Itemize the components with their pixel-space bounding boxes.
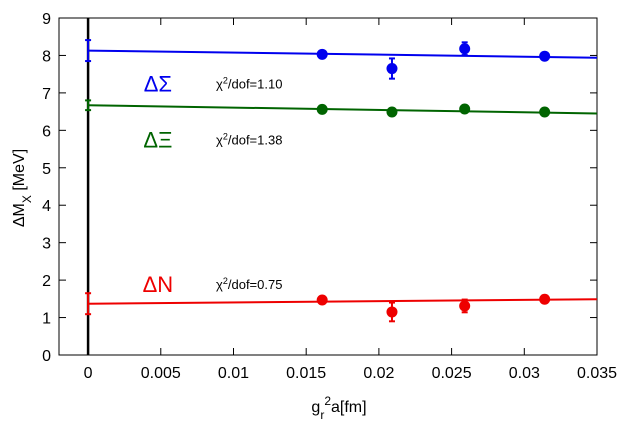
chi-squared-label: χ2/dof=1.10: [216, 76, 282, 92]
series: [85, 39, 598, 80]
chi-squared-label: χ2/dof=0.75: [216, 276, 282, 292]
y-axis-title-rest: [MeV]: [11, 149, 28, 195]
y-tick-label: 0: [42, 348, 51, 365]
y-tick-label: 6: [42, 123, 51, 140]
x-tick-label: 0.03: [509, 365, 540, 382]
fit-line: [88, 49, 598, 59]
y-axis-title-sub: X: [20, 195, 34, 203]
data-point: [386, 306, 398, 318]
x-tick-label: 0.005: [141, 365, 181, 382]
data-point: [539, 106, 551, 118]
y-tick-label: 4: [42, 198, 51, 215]
fit-line: [88, 104, 598, 115]
series: [85, 292, 598, 323]
chi-squared-label: χ2/dof=1.38: [216, 132, 282, 148]
data-point: [316, 48, 328, 60]
x-tick-label: 0.015: [286, 365, 326, 382]
data-point: [459, 103, 471, 115]
y-tick-label: 8: [42, 48, 51, 65]
data-point: [386, 63, 398, 75]
data-point: [316, 294, 328, 306]
y-tick-label: 3: [42, 236, 51, 253]
plot-border: [58, 17, 598, 356]
x-axis-title-rest: a[fm]: [331, 399, 367, 416]
series-name-label: ΔΣ: [144, 72, 172, 97]
y-tick-label: 1: [42, 311, 51, 328]
y-tick-label: 5: [42, 161, 51, 178]
y-tick-label: 2: [42, 273, 51, 290]
data-point: [316, 103, 328, 115]
x-axis-title-sub: r: [320, 408, 324, 422]
x-tick-label: 0: [84, 365, 93, 382]
y-axis-title: ΔMX [MeV]: [11, 149, 34, 227]
x-tick-label: 0.02: [363, 365, 394, 382]
x-tick-label: 0.01: [218, 365, 249, 382]
series-name-label: ΔN: [143, 272, 174, 297]
x-tick-label: 0.025: [432, 365, 472, 382]
data-point: [539, 50, 551, 62]
x-axis-title: gr2a[fm]: [311, 394, 366, 422]
x-axis-title-sup: 2: [324, 394, 331, 408]
data-point: [386, 106, 398, 118]
fit-line: [88, 298, 598, 305]
y-tick-label: 7: [42, 86, 51, 103]
y-axis-title-base: ΔM: [11, 203, 28, 227]
series: [85, 99, 598, 118]
data-point: [539, 293, 551, 305]
data-point: [459, 300, 471, 312]
data-point: [459, 43, 471, 55]
y-tick-label: 9: [42, 11, 51, 28]
series-name-label: ΔΞ: [143, 128, 172, 153]
x-axis-title-base: g: [311, 399, 320, 416]
x-tick-label: 0.035: [577, 365, 617, 382]
